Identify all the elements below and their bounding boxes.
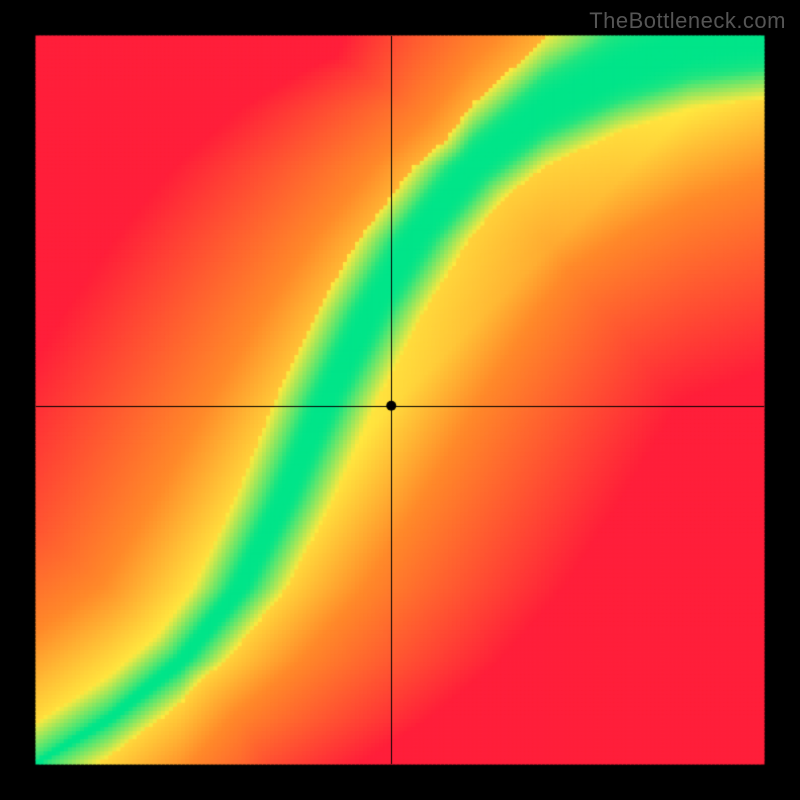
- heatmap-canvas: [0, 0, 800, 800]
- watermark-label: TheBottleneck.com: [589, 8, 786, 34]
- chart-container: TheBottleneck.com: [0, 0, 800, 800]
